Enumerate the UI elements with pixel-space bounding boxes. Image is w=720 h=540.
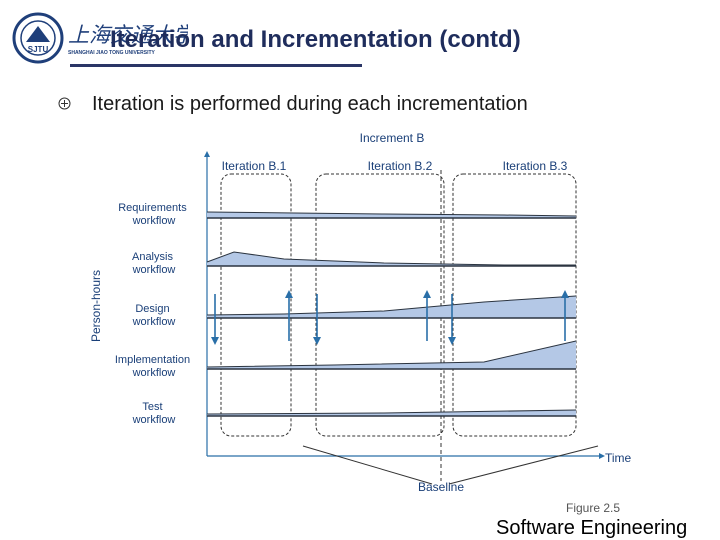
iteration-workflow-diagram: Increment B Iteration B.1 Iteration B.2 … <box>89 131 632 494</box>
university-name-logo: 上海交通大学 SHANGHAI JIAO TONG UNIVERSITY <box>68 23 188 56</box>
requirements-top <box>206 211 577 217</box>
increment-label: Increment B <box>360 131 425 145</box>
university-seal-logo: SJTU <box>12 12 64 64</box>
logo-chinese-text: 上海交通大学 <box>68 23 188 47</box>
test-top <box>206 409 577 415</box>
analysis-top <box>206 251 576 266</box>
workflow-label-design: Design workflow <box>132 303 176 328</box>
bullet-text: Iteration is performed during each incre… <box>92 93 528 115</box>
x-axis-label: Time <box>605 451 632 465</box>
analysis-area <box>207 252 576 266</box>
iteration-label-2: Iteration B.2 <box>368 159 433 173</box>
baseline-label: Baseline <box>418 480 464 494</box>
design-top <box>206 295 577 316</box>
baseline-pointer-left <box>302 445 433 485</box>
implementation-top <box>206 340 577 368</box>
figure-label: Figure 2.5 <box>566 501 621 515</box>
workflow-label-requirements: Requirements workflow <box>118 202 190 227</box>
implementation-area <box>207 341 576 369</box>
iteration-label-1: Iteration B.1 <box>222 159 287 173</box>
slide-title: Iteration and Incrementation (contd) <box>110 26 521 53</box>
baseline-pointer-right <box>448 445 599 485</box>
design-area <box>207 296 576 318</box>
seal-text: SJTU <box>28 45 49 54</box>
footer-course-label: Software Engineering <box>496 517 688 539</box>
workflow-label-test: Test workflow <box>132 401 176 426</box>
iteration-label-3: Iteration B.3 <box>503 159 568 173</box>
iteration-box-1 <box>220 173 292 437</box>
workflow-label-implementation: Implementation workflow <box>115 354 193 379</box>
title-underline <box>70 64 362 67</box>
iteration-box-2 <box>315 173 445 437</box>
y-axis-label: Person-hours <box>89 270 103 342</box>
bullet-icon <box>58 97 71 110</box>
logo-english-text: SHANGHAI JIAO TONG UNIVERSITY <box>68 50 156 56</box>
workflow-label-analysis: Analysis workflow <box>132 251 176 276</box>
